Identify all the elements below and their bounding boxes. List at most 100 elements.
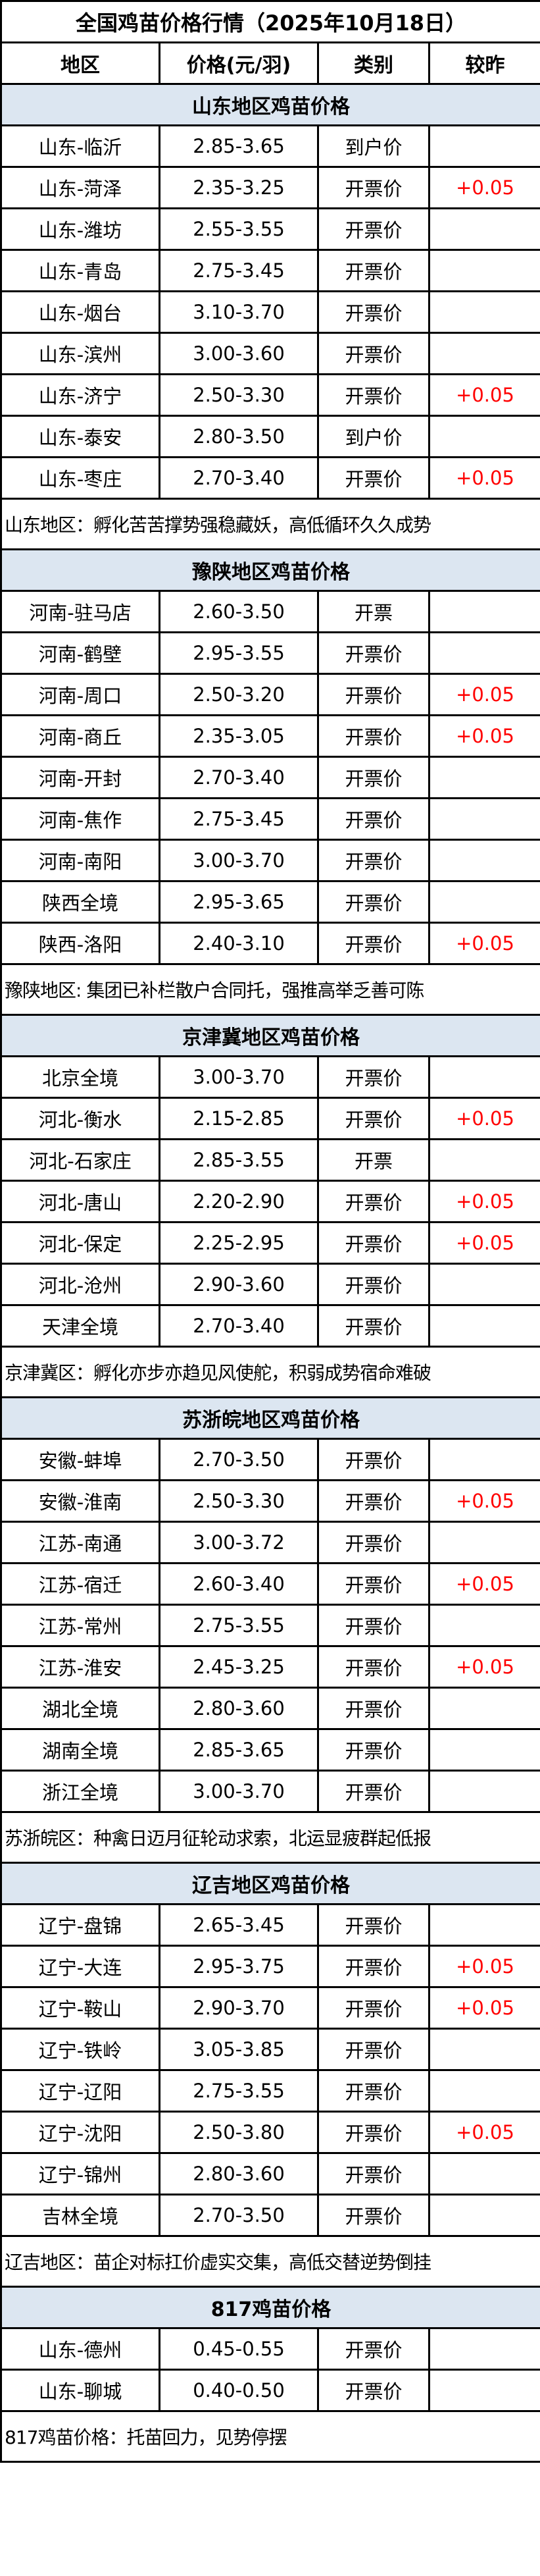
price-cell: 2.70-3.40 (159, 756, 319, 799)
change-cell (428, 2152, 540, 2195)
table-row: 山东-菏泽 2.35-3.25 开票价 +0.05 (0, 166, 540, 209)
price-cell: 2.80-3.50 (159, 415, 319, 458)
table-row: 河北-沧州 2.90-3.60 开票价 (0, 1263, 540, 1306)
price-cell: 2.70-3.50 (159, 1438, 319, 1481)
change-cell (428, 631, 540, 675)
type-cell: 开票价 (317, 2194, 430, 2237)
price-cell: 3.05-3.85 (159, 2028, 319, 2071)
region-cell: 河南-周口 (0, 673, 160, 716)
table-row: 河南-南阳 3.00-3.70 开票价 (0, 839, 540, 882)
region-cell: 山东-青岛 (0, 249, 160, 292)
table-row: 辽宁-辽阳 2.75-3.55 开票价 (0, 2069, 540, 2113)
table-row: 辽宁-大连 2.95-3.75 开票价 +0.05 (0, 1945, 540, 1988)
change-cell (428, 290, 540, 334)
price-cell: 2.65-3.45 (159, 1903, 319, 1947)
change-cell: +0.05 (428, 1221, 540, 1265)
type-cell: 开票价 (317, 2369, 430, 2412)
change-cell (428, 207, 540, 251)
price-cell: 2.50-3.20 (159, 673, 319, 716)
type-cell: 开票价 (317, 1687, 430, 1730)
region-cell: 山东-德州 (0, 2327, 160, 2371)
price-cell: 2.35-3.05 (159, 714, 319, 758)
region-cell: 江苏-南通 (0, 1521, 160, 1564)
price-cell: 2.70-3.40 (159, 1304, 319, 1348)
change-cell (428, 1903, 540, 1947)
table-row: 河南-焦作 2.75-3.45 开票价 (0, 797, 540, 841)
type-cell: 开票价 (317, 1055, 430, 1099)
change-cell: +0.05 (428, 1180, 540, 1223)
price-cell: 2.80-3.60 (159, 1687, 319, 1730)
region-cell: 河南-鹤壁 (0, 631, 160, 675)
price-cell: 2.95-3.75 (159, 1945, 319, 1988)
region-cell: 河南-商丘 (0, 714, 160, 758)
type-cell: 开票价 (317, 1986, 430, 2030)
region-cell: 河南-南阳 (0, 839, 160, 882)
price-cell: 2.60-3.40 (159, 1562, 319, 1606)
table-row: 河北-唐山 2.20-2.90 开票价 +0.05 (0, 1180, 540, 1223)
change-cell: +0.05 (428, 1562, 540, 1606)
type-cell: 开票价 (317, 1728, 430, 1772)
table-row: 山东-枣庄 2.70-3.40 开票价 +0.05 (0, 456, 540, 500)
region-cell: 河北-石家庄 (0, 1138, 160, 1182)
price-cell: 3.00-3.72 (159, 1521, 319, 1564)
region-cell: 山东-临沂 (0, 124, 160, 168)
region-cell: 湖北全境 (0, 1687, 160, 1730)
type-cell: 开票价 (317, 2327, 430, 2371)
section-note-row: 豫陕地区: 集团已补栏散户合同托，强推高举乏善可陈 (0, 963, 540, 1016)
price-cell: 3.00-3.70 (159, 1770, 319, 1813)
change-cell (428, 756, 540, 799)
section-title: 京津冀地区鸡苗价格 (0, 1014, 540, 1057)
region-cell: 江苏-淮安 (0, 1645, 160, 1689)
region-cell: 山东-滨州 (0, 332, 160, 375)
type-cell: 开票价 (317, 839, 430, 882)
change-cell (428, 2327, 540, 2371)
type-cell: 开票价 (317, 1097, 430, 1140)
change-cell: +0.05 (428, 922, 540, 965)
region-cell: 江苏-常州 (0, 1604, 160, 1647)
type-cell: 开票价 (317, 456, 430, 500)
region-cell: 山东-聊城 (0, 2369, 160, 2412)
type-cell: 开票价 (317, 714, 430, 758)
table-row: 湖北全境 2.80-3.60 开票价 (0, 1687, 540, 1730)
header-price: 价格(元/羽) (159, 41, 319, 85)
type-cell: 开票价 (317, 1945, 430, 1988)
region-cell: 山东-济宁 (0, 373, 160, 417)
type-cell: 开票价 (317, 1604, 430, 1647)
price-cell: 2.85-3.55 (159, 1138, 319, 1182)
table-row: 陕西-洛阳 2.40-3.10 开票价 +0.05 (0, 922, 540, 965)
price-cell: 3.00-3.70 (159, 1055, 319, 1099)
section-header-row: 山东地区鸡苗价格 (0, 83, 540, 126)
type-cell: 开票价 (317, 1180, 430, 1223)
page-title: 全国鸡苗价格行情（2025年10月18日） (0, 0, 540, 43)
change-cell: +0.05 (428, 373, 540, 417)
section-note: 京津冀区：孵化亦步亦趋见风使舵，积弱成势宿命难破 (0, 1346, 540, 1398)
table-row: 辽宁-锦州 2.80-3.60 开票价 (0, 2152, 540, 2195)
section-note: 辽吉地区：苗企对标扛价虚实交集，高低交替逆势倒挂 (0, 2235, 540, 2288)
table-row: 山东-滨州 3.00-3.60 开票价 (0, 332, 540, 375)
change-cell: +0.05 (428, 714, 540, 758)
type-cell: 开票价 (317, 373, 430, 417)
table-row: 吉林全境 2.70-3.50 开票价 (0, 2194, 540, 2237)
change-cell (428, 249, 540, 292)
type-cell: 开票价 (317, 2028, 430, 2071)
price-cell: 0.45-0.55 (159, 2327, 319, 2371)
table-row: 河北-保定 2.25-2.95 开票价 +0.05 (0, 1221, 540, 1265)
region-cell: 山东-烟台 (0, 290, 160, 334)
price-cell: 2.70-3.50 (159, 2194, 319, 2237)
section-note-row: 苏浙皖区：种禽日迈月征轮动求索，北运显疲群起低报 (0, 1811, 540, 1864)
change-cell (428, 2069, 540, 2113)
region-cell: 陕西全境 (0, 880, 160, 924)
change-cell (428, 590, 540, 633)
price-cell: 2.55-3.55 (159, 207, 319, 251)
section-header-row: 苏浙皖地区鸡苗价格 (0, 1396, 540, 1440)
table-row: 辽宁-沈阳 2.50-3.80 开票价 +0.05 (0, 2111, 540, 2154)
table-row: 湖南全境 2.85-3.65 开票价 (0, 1728, 540, 1772)
change-cell (428, 2369, 540, 2412)
price-cell: 2.75-3.45 (159, 797, 319, 841)
header-change: 较昨 (428, 41, 540, 85)
type-cell: 开票价 (317, 631, 430, 675)
region-cell: 安徽-淮南 (0, 1479, 160, 1523)
price-cell: 2.25-2.95 (159, 1221, 319, 1265)
section-note-row: 京津冀区：孵化亦步亦趋见风使舵，积弱成势宿命难破 (0, 1346, 540, 1398)
region-cell: 河南-驻马店 (0, 590, 160, 633)
